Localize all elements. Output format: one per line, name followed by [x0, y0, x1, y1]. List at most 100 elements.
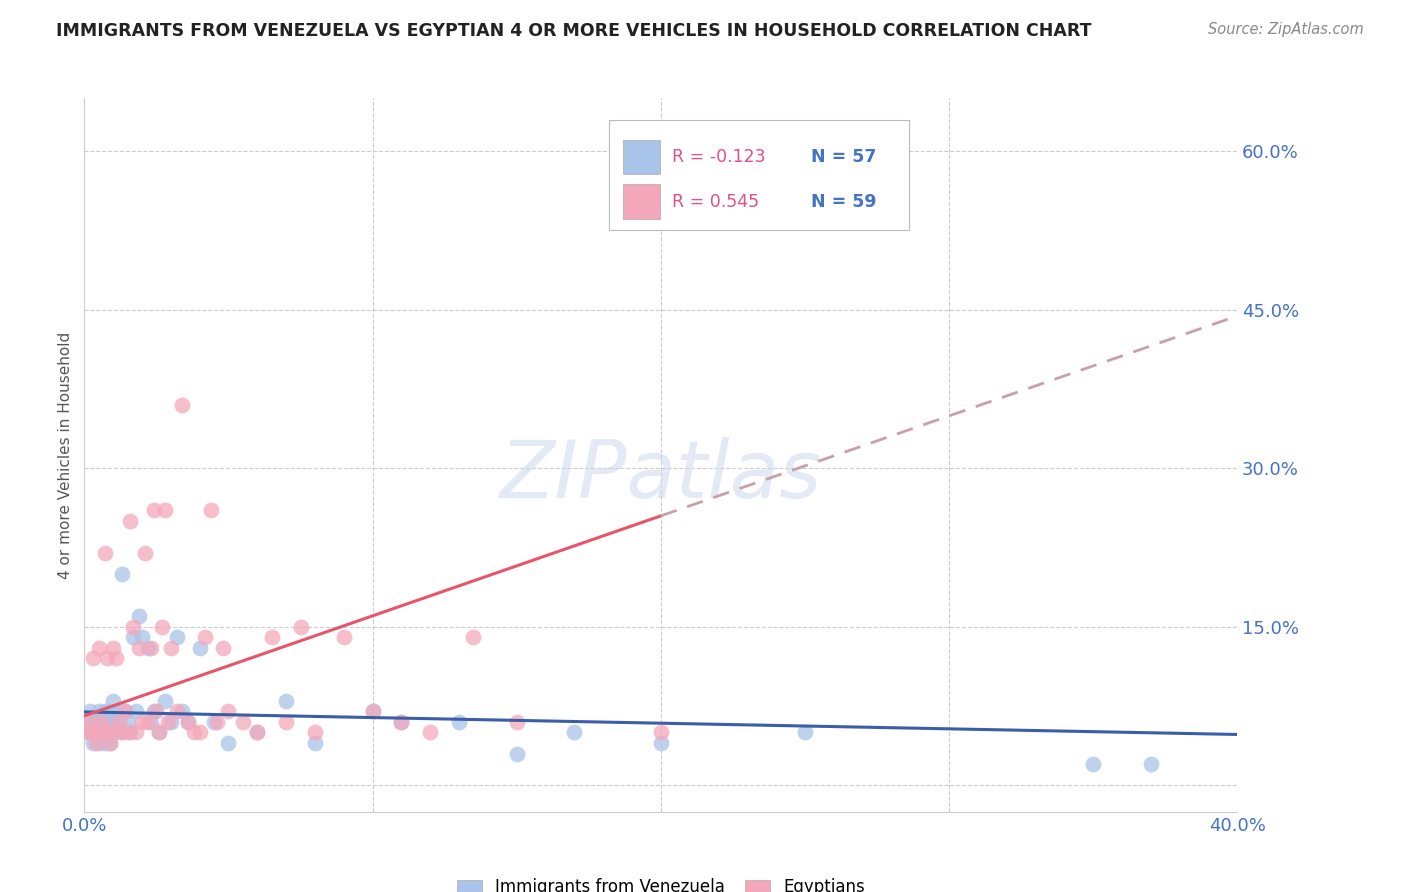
Point: [188, 640, 211, 655]
Point: [122, 630, 145, 644]
Point: [76, 714, 98, 729]
Point: [93, 725, 115, 739]
Point: [93, 546, 115, 560]
Point: [108, 714, 131, 729]
Point: [1081, 757, 1104, 772]
Point: [463, 630, 485, 644]
Point: [87, 704, 110, 718]
Point: [125, 725, 148, 739]
Point: [217, 736, 239, 750]
Point: [139, 640, 162, 655]
Point: [84, 736, 107, 750]
Point: [134, 546, 156, 560]
Point: [128, 609, 150, 624]
Text: N = 59: N = 59: [811, 193, 876, 211]
Text: Source: ZipAtlas.com: Source: ZipAtlas.com: [1208, 22, 1364, 37]
Point: [105, 725, 128, 739]
Point: [90, 714, 112, 729]
Point: [84, 725, 107, 739]
Point: [160, 640, 183, 655]
Point: [205, 714, 228, 729]
FancyBboxPatch shape: [623, 185, 659, 219]
Point: [96, 714, 118, 729]
Point: [260, 630, 283, 644]
Point: [232, 714, 254, 729]
Point: [274, 694, 298, 708]
Text: R = -0.123: R = -0.123: [672, 148, 766, 166]
Point: [128, 640, 150, 655]
Point: [172, 704, 194, 718]
Point: [131, 630, 153, 644]
Point: [82, 736, 104, 750]
Point: [148, 725, 170, 739]
Point: [202, 714, 225, 729]
Point: [79, 725, 101, 739]
Point: [246, 725, 269, 739]
Text: R = 0.545: R = 0.545: [672, 193, 759, 211]
Point: [76, 725, 98, 739]
Point: [103, 725, 124, 739]
Point: [105, 651, 128, 665]
Point: [82, 725, 104, 739]
Point: [111, 725, 134, 739]
Point: [188, 725, 211, 739]
Point: [391, 714, 413, 729]
Point: [650, 725, 672, 739]
Point: [793, 725, 815, 739]
Legend: Immigrants from Venezuela, Egyptians: Immigrants from Venezuela, Egyptians: [449, 870, 873, 892]
Point: [290, 620, 312, 634]
Point: [183, 725, 205, 739]
Point: [139, 714, 162, 729]
Point: [98, 704, 121, 718]
Point: [79, 714, 101, 729]
Point: [562, 725, 586, 739]
Point: [211, 640, 233, 655]
Text: ZIPatlas: ZIPatlas: [499, 437, 823, 516]
Point: [87, 725, 110, 739]
Point: [87, 725, 110, 739]
Point: [650, 736, 672, 750]
Y-axis label: 4 or more Vehicles in Household: 4 or more Vehicles in Household: [58, 331, 73, 579]
Point: [120, 725, 142, 739]
Point: [200, 503, 222, 517]
Point: [90, 714, 112, 729]
Point: [153, 503, 176, 517]
Point: [93, 736, 115, 750]
Point: [217, 704, 239, 718]
Point: [114, 704, 136, 718]
Point: [332, 630, 354, 644]
Point: [153, 694, 176, 708]
Point: [506, 747, 529, 761]
Point: [93, 725, 115, 739]
Point: [145, 704, 167, 718]
Point: [246, 725, 269, 739]
Text: IMMIGRANTS FROM VENEZUELA VS EGYPTIAN 4 OR MORE VEHICLES IN HOUSEHOLD CORRELATIO: IMMIGRANTS FROM VENEZUELA VS EGYPTIAN 4 …: [56, 22, 1091, 40]
Point: [87, 640, 110, 655]
Point: [194, 630, 217, 644]
Point: [177, 714, 200, 729]
Point: [79, 704, 101, 718]
Point: [361, 704, 384, 718]
Point: [117, 725, 139, 739]
Point: [120, 514, 142, 528]
Point: [96, 725, 118, 739]
Point: [166, 704, 188, 718]
Point: [136, 640, 159, 655]
Point: [103, 694, 124, 708]
Point: [96, 651, 118, 665]
Point: [90, 725, 112, 739]
Point: [160, 714, 183, 729]
Point: [98, 736, 121, 750]
Point: [98, 736, 121, 750]
Point: [274, 714, 298, 729]
Point: [103, 640, 124, 655]
Point: [105, 704, 128, 718]
Point: [142, 704, 165, 718]
Point: [122, 620, 145, 634]
Point: [117, 714, 139, 729]
Point: [447, 714, 470, 729]
Point: [114, 704, 136, 718]
Point: [103, 714, 124, 729]
Point: [419, 725, 441, 739]
Point: [131, 714, 153, 729]
